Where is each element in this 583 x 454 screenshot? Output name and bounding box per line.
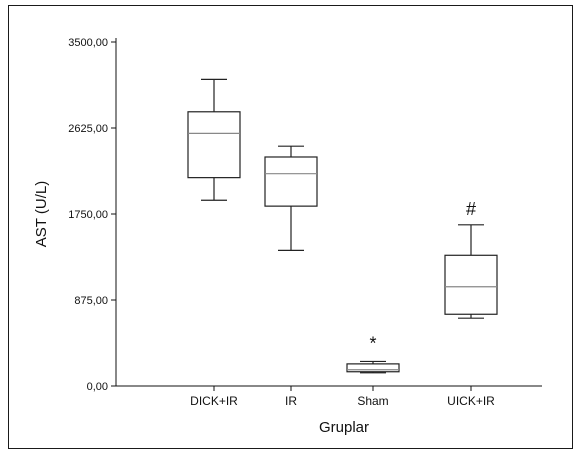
box-iqr <box>346 363 400 373</box>
x-tick-label: IR <box>285 394 297 408</box>
box-iqr <box>444 254 498 315</box>
box-sham: * <box>346 333 400 374</box>
box-uick-ir: # <box>444 199 498 319</box>
box-iqr <box>264 156 318 207</box>
significance-mark: # <box>466 199 476 219</box>
y-tick-label: 0,00 <box>87 381 108 393</box>
x-ticks: DICK+IR IR Sham UICK+IR <box>190 386 495 408</box>
y-tick-label: 2625,00 <box>68 123 108 135</box>
chart-frame: 0,00 875,00 1750,00 2625,00 3500,00 DICK+IR I… <box>8 5 573 449</box>
significance-mark: * <box>369 333 376 353</box>
x-tick-label: UICK+IR <box>447 394 495 408</box>
y-tick-label: 1750,00 <box>68 209 108 221</box>
y-axis-title: AST (U/L) <box>33 181 50 247</box>
box-ir <box>264 145 318 251</box>
box-series: *# <box>187 78 498 374</box>
box-iqr <box>187 111 241 179</box>
box-plot: 0,00 875,00 1750,00 2625,00 3500,00 DICK+IR I… <box>33 37 542 436</box>
box-dick-ir <box>187 78 241 201</box>
y-tick-label: 875,00 <box>74 295 108 307</box>
x-axis-title: Gruplar <box>319 419 369 436</box>
y-tick-label: 3500,00 <box>68 37 108 49</box>
y-ticks: 0,00 875,00 1750,00 2625,00 3500,00 <box>68 37 116 393</box>
x-tick-label: DICK+IR <box>190 394 238 408</box>
x-tick-label: Sham <box>357 394 388 408</box>
